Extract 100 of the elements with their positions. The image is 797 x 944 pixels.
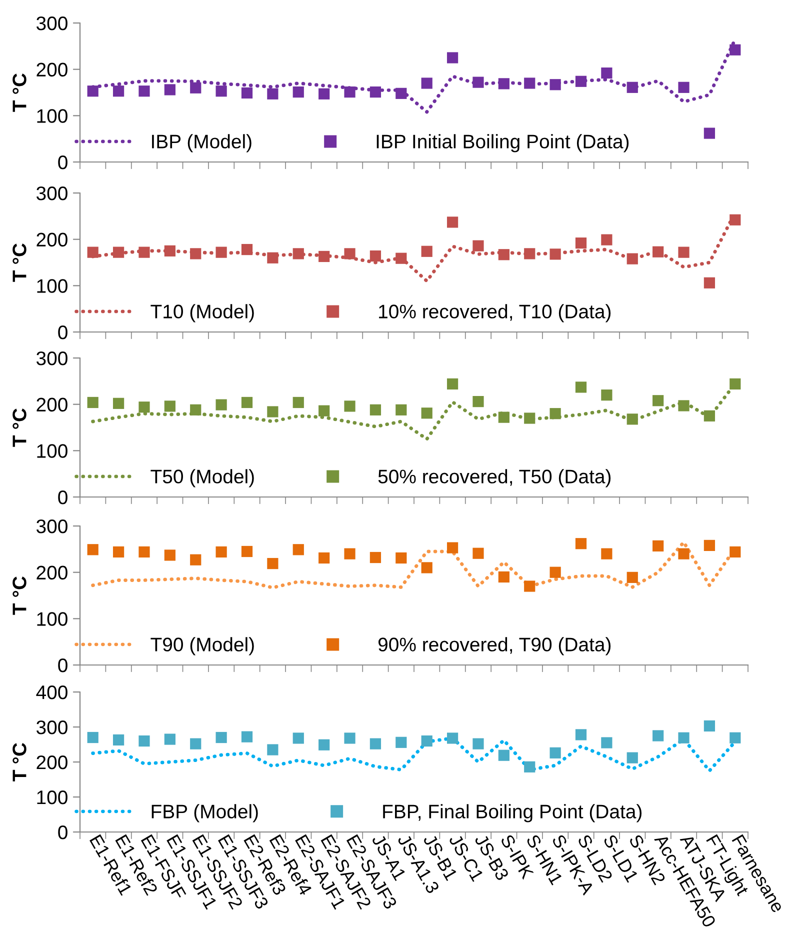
point [472, 240, 484, 252]
point [498, 78, 510, 90]
point [241, 244, 253, 256]
point [344, 248, 356, 260]
legend-label: IBP (Model) [152, 134, 252, 152]
y-axis-title: T °C [12, 408, 26, 447]
point [601, 737, 612, 748]
point [626, 572, 638, 583]
point [446, 732, 458, 744]
point [241, 396, 253, 408]
legend-label: T10 (Model) [150, 304, 254, 322]
point [678, 82, 690, 93]
point [652, 730, 664, 742]
point [87, 732, 98, 744]
y-tick-label: 200 [36, 398, 68, 412]
point [498, 571, 510, 583]
point [190, 248, 202, 260]
point [138, 86, 150, 97]
point [704, 720, 716, 732]
point [575, 237, 587, 249]
point [318, 552, 330, 564]
point [524, 412, 536, 424]
y-tick-label: 300 [36, 351, 68, 366]
y-axis-title: T °C [12, 742, 26, 782]
point [704, 540, 716, 552]
point [87, 246, 98, 258]
y-tick-label: 300 [36, 720, 68, 734]
point [87, 396, 98, 408]
y-tick-label: 200 [36, 232, 68, 247]
point [344, 86, 356, 98]
point [112, 86, 124, 97]
point [164, 245, 176, 256]
point [267, 252, 278, 264]
point [344, 732, 356, 744]
point [292, 396, 304, 408]
point [370, 86, 382, 98]
point [112, 546, 124, 558]
y-tick-label: 0 [58, 658, 68, 672]
point [87, 86, 98, 97]
point [344, 548, 356, 560]
point [472, 548, 484, 559]
point [550, 79, 561, 90]
point [241, 731, 253, 742]
point [421, 78, 432, 89]
point [421, 246, 432, 257]
point [472, 738, 484, 750]
point [730, 546, 741, 558]
point [704, 128, 716, 139]
point [267, 744, 278, 756]
point [524, 761, 536, 772]
point [318, 88, 330, 100]
point [267, 88, 278, 100]
point [550, 566, 561, 578]
y-tick-label: 100 [37, 279, 68, 293]
point [267, 406, 278, 418]
point [601, 548, 612, 560]
point [396, 88, 407, 99]
legend-label: T90 (Model) [150, 637, 254, 656]
point [190, 554, 202, 566]
point [164, 400, 176, 412]
point [626, 752, 638, 764]
y-tick-label: 100 [37, 612, 68, 626]
y-tick-label: 100 [37, 109, 68, 123]
legend-label: FBP (Model) [152, 804, 258, 822]
point [498, 750, 510, 761]
point [730, 378, 741, 390]
point [190, 738, 202, 750]
point [626, 253, 638, 264]
y-axis-title: T °C [12, 576, 26, 615]
point [524, 248, 536, 260]
point [138, 546, 150, 558]
point [318, 405, 330, 416]
point [472, 396, 484, 408]
point [704, 277, 716, 288]
point [241, 87, 253, 99]
y-tick-label: 200 [36, 62, 68, 77]
point [370, 250, 382, 262]
point [601, 390, 612, 401]
point [730, 44, 741, 56]
point [216, 86, 227, 97]
point [138, 246, 150, 258]
point [112, 734, 124, 746]
point [730, 732, 741, 744]
y-tick-label: 200 [36, 755, 68, 770]
y-tick-label: 300 [36, 16, 68, 30]
point [626, 414, 638, 425]
point [370, 404, 382, 416]
point [138, 735, 150, 747]
point [241, 546, 253, 558]
point [575, 382, 587, 393]
point [112, 398, 124, 409]
y-tick-label: 100 [37, 790, 68, 804]
point [678, 400, 690, 412]
point [292, 544, 304, 556]
point [524, 78, 536, 89]
point [550, 747, 561, 758]
legend-label: 50% recovered, T50 (Data) [378, 469, 611, 488]
y-tick-label: 0 [58, 490, 68, 504]
point [396, 736, 407, 748]
point [524, 580, 536, 592]
